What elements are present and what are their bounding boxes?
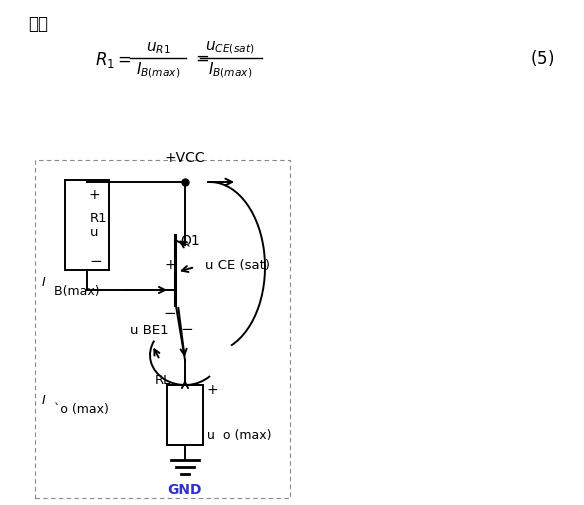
Text: u  o (max): u o (max) xyxy=(207,429,272,441)
Text: RL: RL xyxy=(155,374,171,386)
Text: I: I xyxy=(42,393,46,407)
Text: −: − xyxy=(180,323,193,337)
Text: $R_1=$: $R_1=$ xyxy=(95,50,132,70)
Text: Q1: Q1 xyxy=(180,233,200,247)
Text: u BE1: u BE1 xyxy=(130,324,169,336)
Bar xyxy=(35,160,290,498)
Text: u: u xyxy=(90,227,99,239)
Text: $u_{CE(sat)}$: $u_{CE(sat)}$ xyxy=(205,40,255,56)
Text: $u_{R1}$: $u_{R1}$ xyxy=(145,40,171,56)
Text: $(5)$: $(5)$ xyxy=(530,48,554,68)
Text: $I_{B(max)}$: $I_{B(max)}$ xyxy=(208,60,252,80)
Bar xyxy=(167,385,203,445)
Text: $=$: $=$ xyxy=(192,49,209,67)
Text: GND: GND xyxy=(168,483,202,497)
Text: R1: R1 xyxy=(90,213,107,226)
Text: +: + xyxy=(89,188,100,202)
Text: +VCC: +VCC xyxy=(165,151,206,165)
Text: u CE (sat): u CE (sat) xyxy=(205,259,270,272)
Text: `o (max): `o (max) xyxy=(50,403,109,417)
Text: −: − xyxy=(163,306,176,321)
Text: +: + xyxy=(207,383,218,397)
Text: +: + xyxy=(165,258,176,272)
Text: $I_{B(max)}$: $I_{B(max)}$ xyxy=(135,60,180,80)
Text: B(max): B(max) xyxy=(50,285,100,298)
Bar xyxy=(65,180,109,270)
Text: 即：: 即： xyxy=(28,15,48,33)
Text: I: I xyxy=(42,276,46,288)
Text: −: − xyxy=(89,255,102,270)
